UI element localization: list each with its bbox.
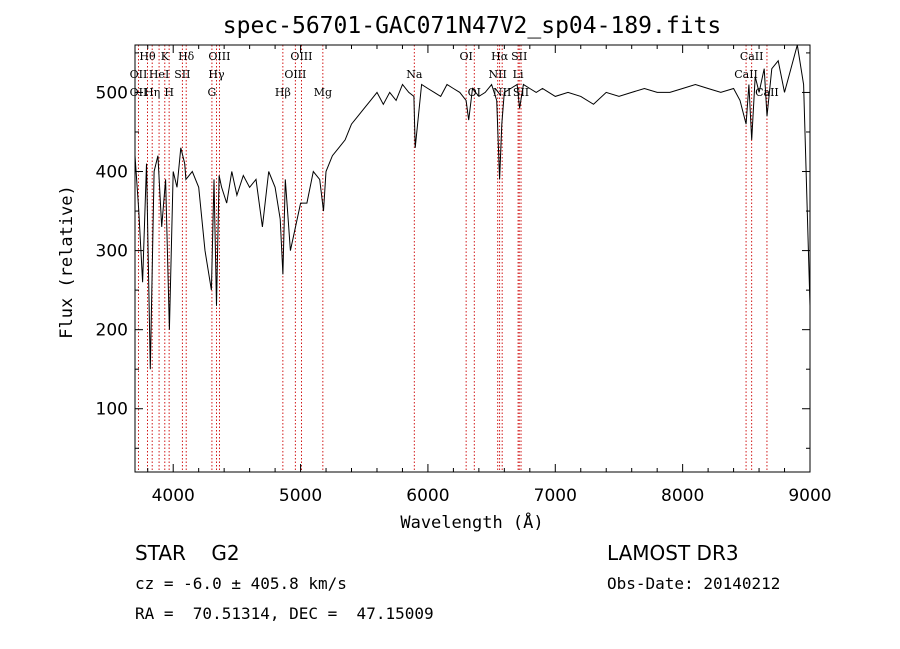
y-tick-label-300: 300 — [96, 242, 128, 262]
line-label-10: Hγ — [208, 68, 225, 81]
redshift-label: cz = -6.0 ± 405.8 km/s — [135, 574, 347, 593]
plot-frame — [134, 44, 811, 473]
x-tick-label-4000: 4000 — [152, 486, 195, 506]
line-label-19: Hα — [491, 50, 509, 63]
line-label-4: K — [161, 50, 170, 63]
line-label-15: Mg — [314, 86, 332, 99]
line-label-9: OIII — [208, 50, 230, 63]
spectrum-series-line — [134, 44, 811, 370]
x-tick-label-5000: 5000 — [279, 486, 322, 506]
x-tick-label-7000: 7000 — [534, 486, 577, 506]
line-label-8: Hδ — [178, 50, 195, 63]
y-axis-ticks: 100 200 300 400 500 — [96, 52, 810, 449]
line-label-25: CaII — [740, 50, 764, 63]
x-axis-ticks: 4000 5000 6000 7000 8000 9000 — [147, 45, 832, 506]
line-label-27: CaII — [755, 86, 779, 99]
line-label-16: Na — [406, 68, 423, 81]
line-label-5: HeI — [149, 68, 169, 81]
coordinates-label: RA = 70.51314, DEC = 47.15009 — [135, 604, 434, 623]
y-tick-label-100: 100 — [96, 400, 128, 420]
line-label-12: OIII — [290, 50, 312, 63]
line-markers — [137, 45, 768, 472]
line-label-22: SII — [511, 50, 527, 63]
line-label-11: G — [208, 86, 217, 99]
line-label-18: OI — [468, 86, 481, 99]
line-label-3: Hη — [144, 86, 160, 99]
y-tick-label-400: 400 — [96, 163, 128, 183]
line-label-20: NII — [489, 68, 507, 81]
line-label-17: OI — [459, 50, 472, 63]
line-label-13: OIII — [284, 68, 306, 81]
y-tick-label-200: 200 — [96, 321, 128, 341]
line-label-23: Li — [513, 68, 524, 81]
y-axis-label: Flux (relative) — [57, 185, 77, 339]
line-label-21: NII — [493, 86, 511, 99]
line-label-0: OII — [130, 68, 148, 81]
object-class-label: STAR G2 — [135, 541, 240, 565]
line-label-24: SII — [513, 86, 529, 99]
y-tick-label-500: 500 — [96, 83, 128, 103]
x-tick-label-9000: 9000 — [788, 486, 831, 506]
line-label-14: Hβ — [275, 86, 291, 99]
line-label-26: CaII — [734, 68, 758, 81]
x-tick-label-8000: 8000 — [661, 486, 704, 506]
x-axis-label: Wavelength (Å) — [400, 511, 543, 533]
line-label-6: H — [164, 86, 174, 99]
chart-title: spec-56701-GAC071N47V2_sp04-189.fits — [223, 13, 722, 39]
survey-label: LAMOST DR3 — [607, 541, 739, 565]
line-label-2: Hθ — [139, 50, 156, 63]
obs-date-label: Obs-Date: 20140212 — [607, 574, 780, 593]
line-label-7: SII — [174, 68, 190, 81]
x-tick-label-6000: 6000 — [406, 486, 449, 506]
